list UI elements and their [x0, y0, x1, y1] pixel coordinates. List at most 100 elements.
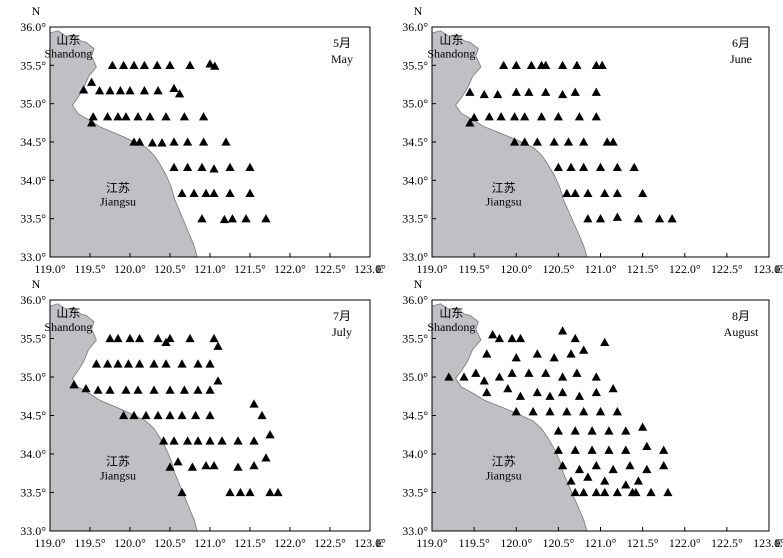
station-marker	[524, 368, 534, 377]
station-marker	[595, 407, 606, 416]
map-panel-august: 119.0° 119.5° 120.0° 120.5° 121.0° 121.5° 122.…	[402, 277, 783, 550]
station-marker	[612, 162, 622, 171]
station-marker	[574, 112, 585, 121]
station-marker	[201, 460, 211, 470]
x-tick-label: 120.0°	[114, 262, 146, 276]
station-marker	[227, 214, 237, 223]
station-marker	[638, 422, 648, 431]
station-marker	[496, 112, 506, 121]
x-tick-label: 122.0°	[274, 262, 306, 276]
station-marker	[165, 60, 175, 70]
shandong-label-en: Shandong	[44, 47, 92, 61]
station-marker	[612, 212, 622, 221]
x-tick-label: 120.5°	[154, 536, 186, 550]
station-marker	[659, 460, 669, 470]
x-tick-label: 121.0°	[194, 536, 226, 550]
shandong-label-cn: 山东	[439, 306, 463, 320]
station-marker	[631, 487, 641, 497]
y-tick-label: 35.5°	[20, 58, 46, 72]
station-marker	[612, 188, 622, 198]
y-tick-label: 33.5°	[20, 486, 46, 500]
station-marker	[557, 372, 568, 381]
station-marker	[570, 188, 580, 198]
y-tick-label: 36.0°	[402, 293, 428, 307]
station-marker	[557, 460, 568, 470]
station-marker	[169, 83, 179, 93]
station-marker	[115, 86, 125, 95]
station-marker	[135, 137, 145, 146]
station-marker	[261, 453, 271, 462]
month-label-cn: 8月	[732, 309, 750, 323]
map-panel-may: 119.0° 119.5° 120.0° 120.5° 121.0° 121.5° 122.…	[20, 4, 386, 276]
station-marker	[579, 345, 589, 354]
station-marker	[633, 214, 644, 223]
map-panel-june: 119.0° 119.5° 120.0° 120.5° 121.0° 121.5° 122.…	[402, 4, 783, 276]
map-panel-july: 119.0° 119.5° 120.0° 120.5° 121.0° 121.5° 122.…	[20, 277, 386, 550]
station-marker	[625, 460, 635, 470]
station-marker	[133, 385, 143, 394]
station-marker	[179, 112, 189, 121]
north-label: N	[414, 277, 423, 291]
north-label: N	[32, 4, 41, 18]
station-marker	[488, 330, 498, 339]
station-marker	[209, 188, 219, 198]
station-marker	[591, 112, 601, 121]
station-marker	[553, 112, 563, 121]
jiangsu-label-en: Jiangsu	[100, 468, 136, 482]
station-marker	[233, 436, 243, 445]
y-tick-label: 35.0°	[20, 97, 46, 111]
station-marker	[597, 60, 607, 70]
station-marker	[177, 487, 187, 497]
station-marker	[135, 359, 145, 368]
station-marker	[169, 137, 179, 146]
station-marker	[153, 333, 163, 343]
station-marker	[91, 359, 101, 368]
station-marker	[153, 410, 163, 420]
station-marker	[105, 333, 115, 343]
station-marker	[553, 426, 563, 435]
station-marker	[249, 460, 259, 470]
month-label-cn: 6月	[732, 36, 750, 50]
shandong-label-en: Shandong	[427, 47, 475, 61]
station-marker	[213, 376, 223, 385]
station-marker	[235, 487, 245, 497]
station-marker	[205, 410, 215, 420]
station-marker	[532, 349, 542, 358]
land-area	[432, 27, 588, 257]
station-marker	[205, 359, 215, 368]
station-marker	[149, 359, 159, 368]
station-marker	[187, 462, 197, 471]
station-marker	[265, 430, 275, 439]
x-tick-label: 119.5°	[74, 262, 106, 276]
month-label-cn: 7月	[333, 309, 351, 323]
station-marker	[139, 86, 149, 95]
y-tick-label: 34.0°	[402, 173, 428, 187]
station-marker	[225, 162, 235, 171]
y-tick-label: 35.5°	[402, 58, 428, 72]
station-marker	[574, 464, 585, 474]
station-marker	[604, 445, 614, 454]
station-marker	[545, 407, 555, 416]
station-marker	[465, 118, 475, 127]
station-marker	[261, 214, 271, 223]
station-marker	[165, 385, 175, 394]
north-label: N	[32, 277, 41, 291]
station-marker	[193, 359, 203, 368]
station-marker	[482, 349, 492, 358]
station-marker	[591, 60, 601, 70]
station-marker	[113, 112, 123, 121]
station-marker	[570, 333, 580, 343]
station-marker	[81, 383, 91, 393]
station-marker	[103, 359, 113, 368]
station-marker	[528, 407, 538, 416]
station-marker	[199, 112, 209, 121]
station-marker	[185, 60, 195, 70]
shandong-label-en: Shandong	[427, 320, 475, 334]
y-tick-label: 34.0°	[402, 447, 428, 461]
station-marker	[583, 188, 593, 198]
shandong-label-en: Shandong	[44, 320, 92, 334]
shandong-label-cn: 山东	[56, 33, 80, 47]
station-marker	[587, 426, 597, 435]
station-marker	[257, 410, 267, 420]
station-marker	[511, 60, 521, 70]
